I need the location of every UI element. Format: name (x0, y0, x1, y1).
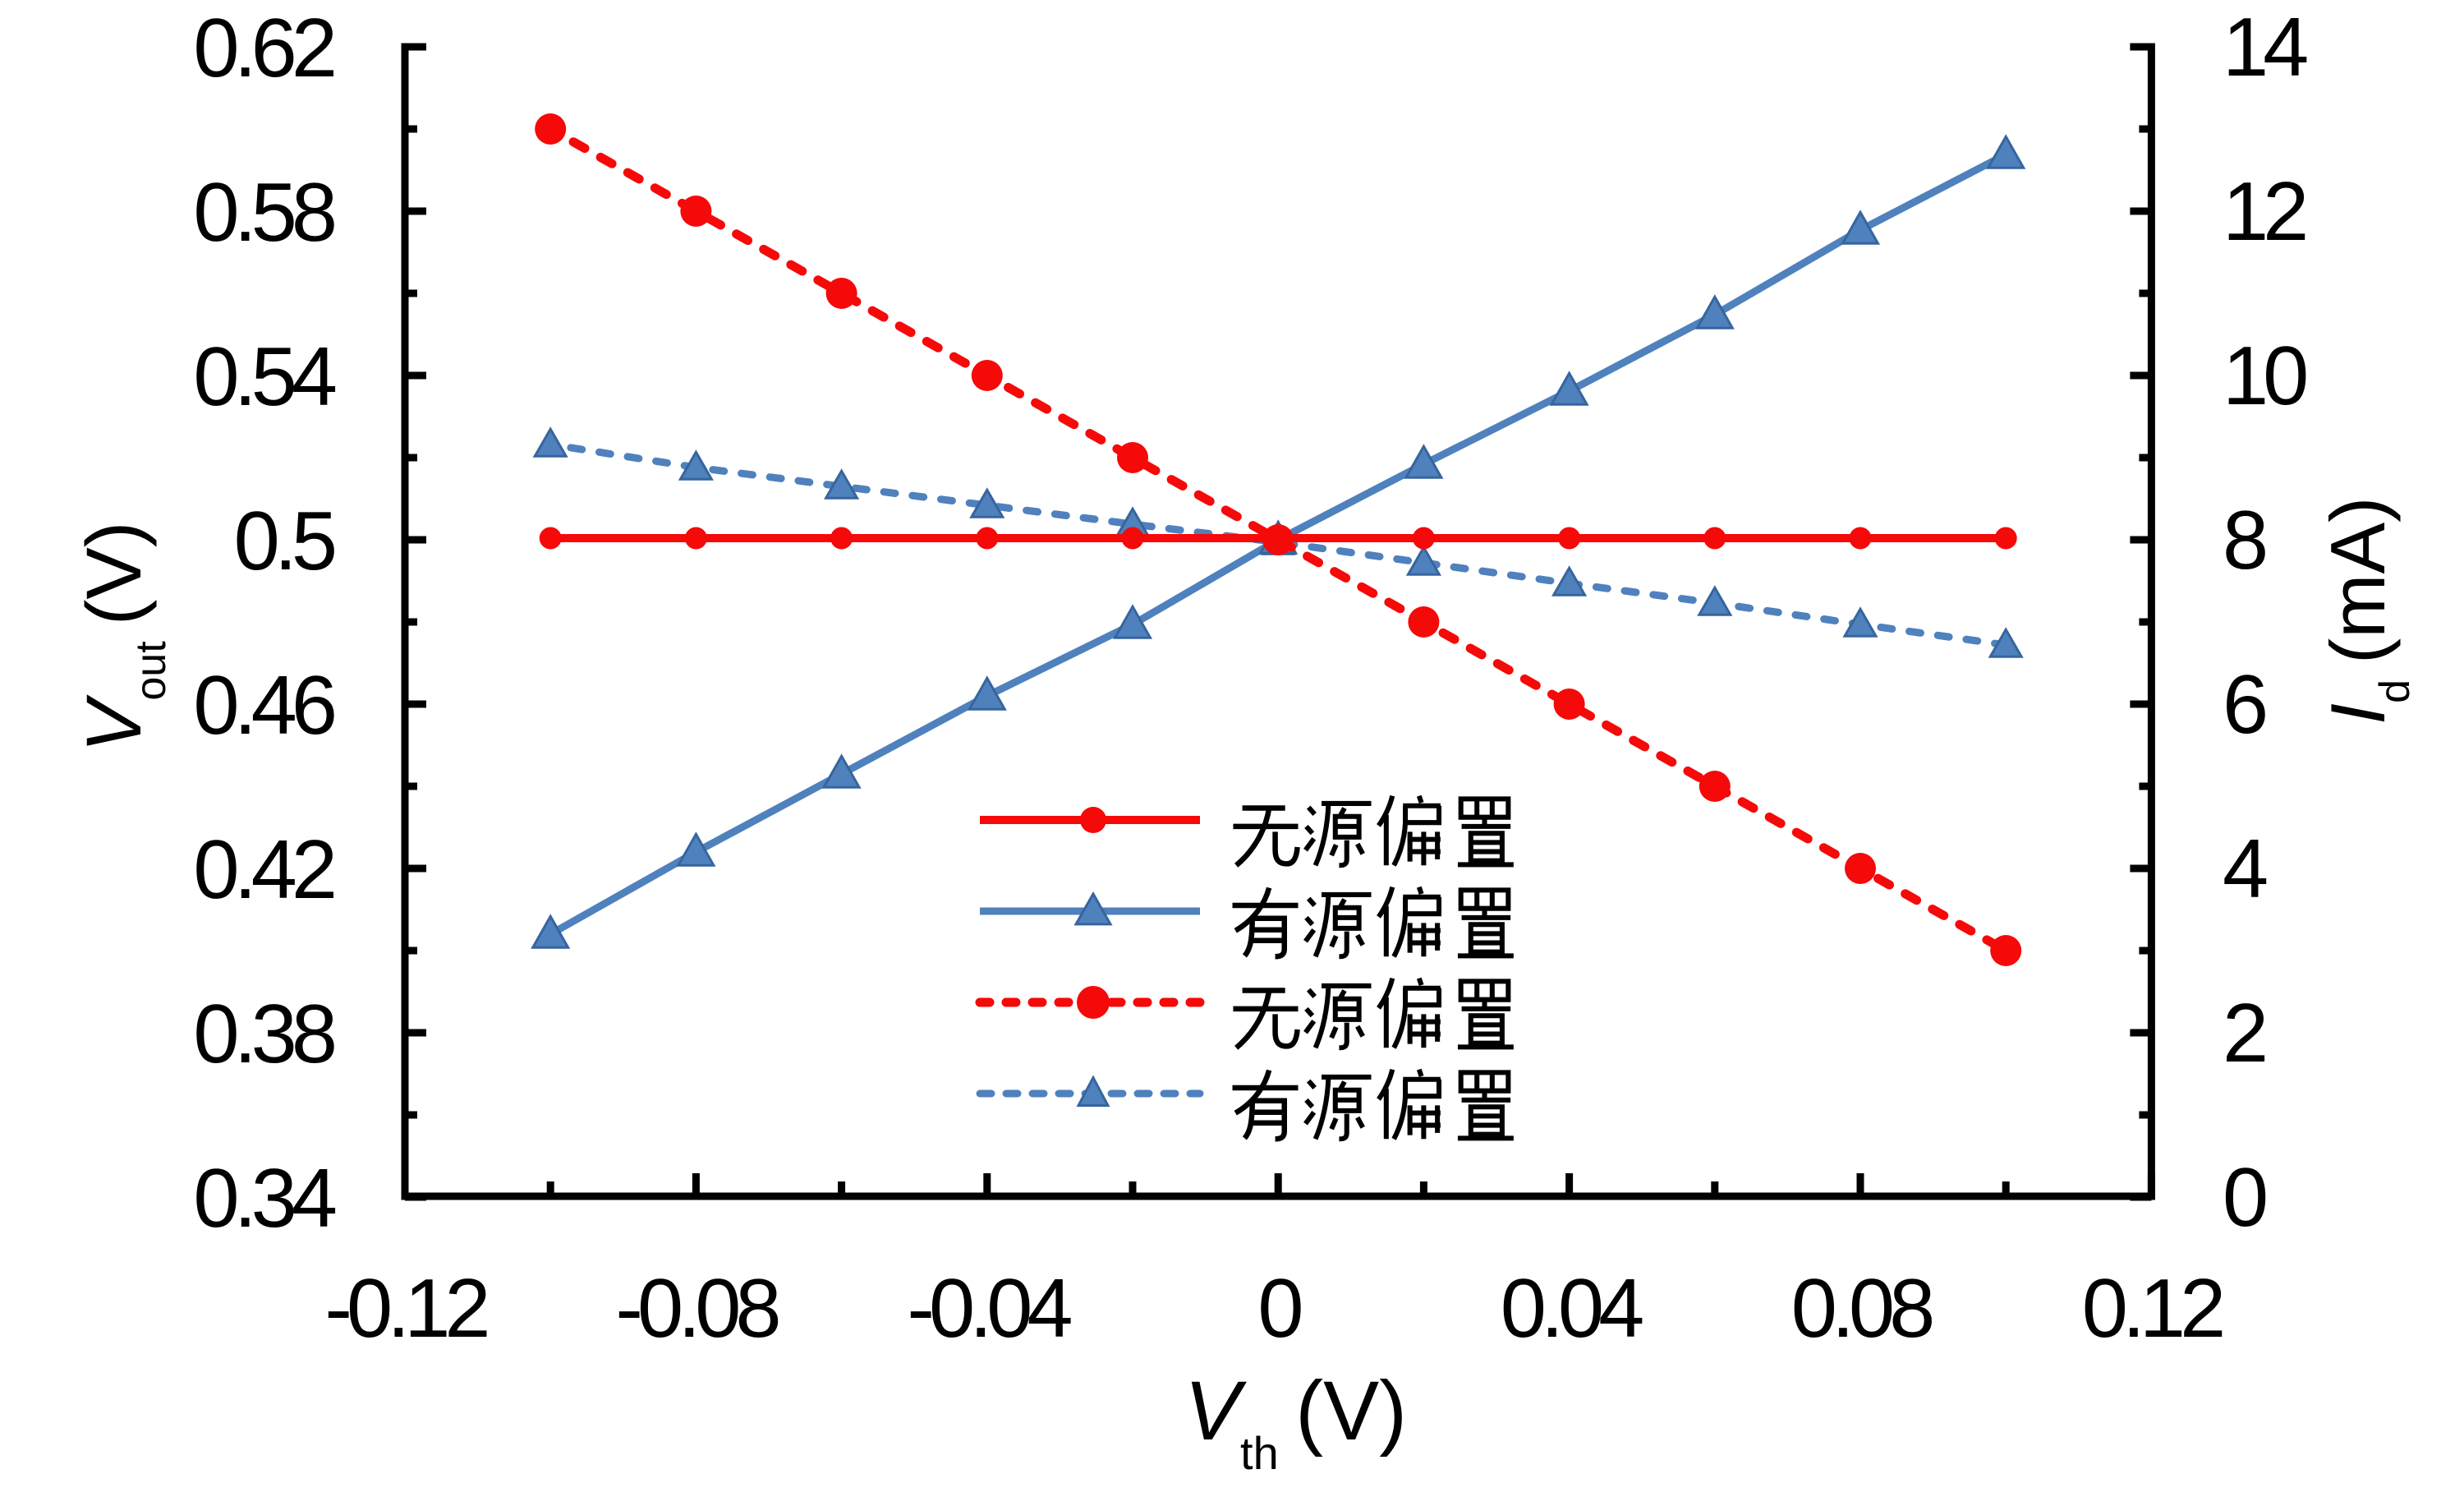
svg-text:0.42: 0.42 (193, 824, 333, 916)
svg-text:0.54: 0.54 (193, 331, 335, 423)
svg-text:6: 6 (2223, 659, 2265, 751)
svg-text:-0.12: -0.12 (324, 1263, 487, 1355)
svg-text:0.34: 0.34 (193, 1153, 335, 1245)
svg-text:4: 4 (2223, 823, 2267, 915)
svg-text:0.58: 0.58 (193, 167, 333, 259)
svg-text:0.62: 0.62 (193, 2, 333, 94)
svg-text:12: 12 (2223, 166, 2305, 258)
svg-text:0.08: 0.08 (1791, 1263, 1932, 1355)
svg-text:2: 2 (2223, 988, 2265, 1080)
svg-text:0.46: 0.46 (193, 660, 333, 752)
svg-text:-0.08: -0.08 (615, 1263, 778, 1355)
svg-text:0.12: 0.12 (2082, 1263, 2223, 1355)
svg-text:0.5: 0.5 (234, 495, 334, 587)
svg-text:8: 8 (2223, 495, 2265, 587)
svg-text:14: 14 (2223, 2, 2307, 94)
svg-text:Vout (V): Vout (V) (71, 522, 175, 753)
svg-text:0: 0 (2223, 1152, 2266, 1244)
svg-text:10: 10 (2223, 330, 2306, 422)
svg-text:-0.04: -0.04 (907, 1263, 1071, 1355)
svg-text:0.38: 0.38 (193, 988, 333, 1080)
svg-text:0: 0 (1257, 1263, 1301, 1355)
svg-text:0.04: 0.04 (1501, 1263, 1643, 1355)
